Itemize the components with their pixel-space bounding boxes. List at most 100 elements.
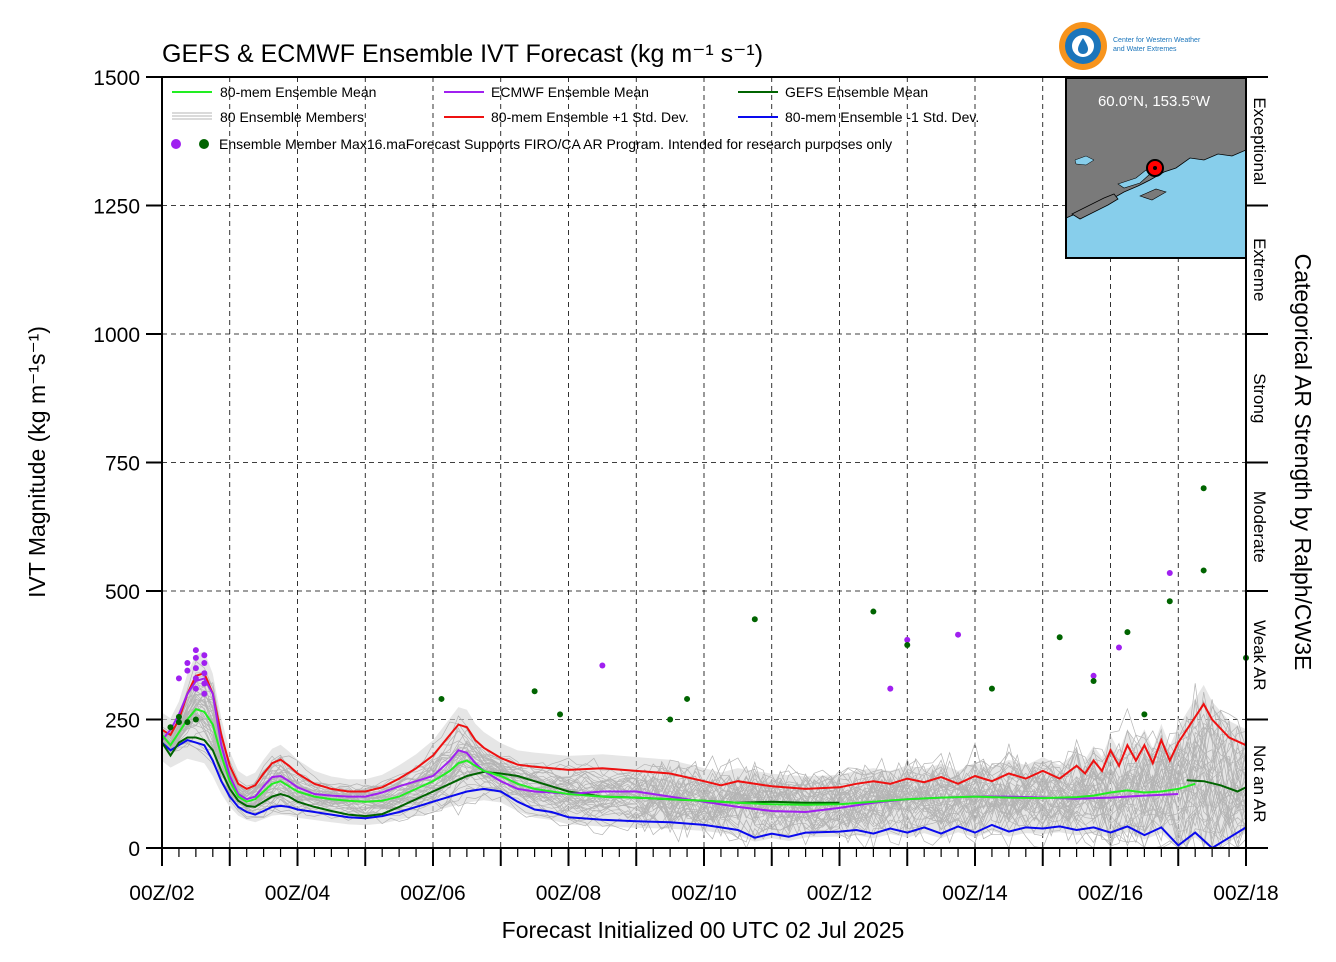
logo-text-line1: Center for Western Weather <box>1113 37 1201 44</box>
legend-gefs-max-dot <box>199 139 209 149</box>
gefs-max-point <box>1200 567 1207 574</box>
map-island <box>1139 188 1167 201</box>
ensemble-member-line <box>161 698 1247 850</box>
ecmwf-max-point <box>192 665 199 672</box>
ensemble-member-line <box>161 737 1247 849</box>
ensemble-members <box>161 660 1247 850</box>
ensemble-member-line <box>161 682 1247 817</box>
map-lake <box>1074 155 1095 166</box>
ar-category-label: Moderate <box>1250 491 1269 563</box>
ensemble-member-line <box>161 693 1247 842</box>
ensemble-member-line <box>161 682 1247 819</box>
gefs-max-point <box>684 695 691 702</box>
map-location-center <box>1153 166 1157 170</box>
legend-swatch-members <box>172 112 212 120</box>
gefs-max-point <box>751 616 758 623</box>
gefs-max-point <box>667 716 674 723</box>
map-inset: 60.0°N, 153.5°W <box>1065 77 1247 259</box>
gefs-max-point <box>175 713 182 720</box>
ar-category-label: Extreme <box>1250 238 1269 301</box>
ecmwf-max-point <box>201 680 208 687</box>
ecmwf-max-point <box>175 675 182 682</box>
logo-text-line2: and Water Extremes <box>1113 46 1177 53</box>
legend-label-minus-sd: 80-mem Ensemble -1 Std. Dev. <box>785 109 979 125</box>
x-tick-label: 00Z/04 <box>265 882 331 905</box>
gefs-max-point <box>870 608 877 615</box>
ecmwf-max-point <box>192 654 199 661</box>
legend-label-plus-sd: 80-mem Ensemble +1 Std. Dev. <box>491 109 689 125</box>
gefs-max-point <box>1166 598 1173 605</box>
legend-label-ecmwf: ECMWF Ensemble Mean <box>491 84 649 100</box>
series-line-80mem-mean <box>161 708 1196 806</box>
series-lines <box>161 671 1247 850</box>
legend: 80-mem Ensemble Mean 80 Ensemble Members… <box>171 84 979 152</box>
y-tick-label: 250 <box>105 710 140 733</box>
x-tick-label: 00Z/06 <box>400 882 465 905</box>
x-tick-label: 00Z/18 <box>1213 882 1278 905</box>
legend-ecmwf-max-dot <box>171 139 181 149</box>
ecmwf-max-point <box>201 652 208 659</box>
ecmwf-max-point <box>192 647 199 654</box>
ar-category-label: Exceptional <box>1250 97 1269 185</box>
ar-category-label: Not an AR <box>1250 745 1269 823</box>
ecmwf-max-point <box>201 670 208 677</box>
ecmwf-max-point <box>184 659 191 666</box>
y-tick-label: 750 <box>105 453 140 476</box>
y-tick-label: 0 <box>128 838 140 861</box>
map-peninsula <box>1071 193 1119 220</box>
gefs-max-point <box>192 716 199 723</box>
y-axis-label: IVT Magnitude (kg m⁻¹s⁻¹) <box>24 326 50 598</box>
map-coordinate-label: 60.0°N, 153.5°W <box>1098 93 1211 110</box>
gefs-max-point <box>175 719 182 726</box>
y-tick-label: 1250 <box>93 196 140 219</box>
ar-categories: Not an AR Weak AR Moderate Strong Extreme Exc… <box>1250 97 1269 822</box>
ecmwf-max-point <box>192 675 199 682</box>
ecmwf-max-point <box>192 685 199 692</box>
x-tick-label: 00Z/10 <box>671 882 736 905</box>
ar-category-label: Strong <box>1250 373 1269 423</box>
ecmwf-max-point <box>201 659 208 666</box>
legend-label-mean80: 80-mem Ensemble Mean <box>220 84 376 100</box>
ecmwf-max-point <box>201 690 208 697</box>
max-points <box>167 485 1249 731</box>
gefs-max-point <box>904 641 911 648</box>
ensemble-member-line <box>161 687 1247 812</box>
gefs-max-point <box>1141 711 1148 718</box>
right-axis-label: Categorical AR Strength by Ralph/CW3E <box>1290 254 1316 671</box>
ecmwf-max-point <box>1166 570 1173 577</box>
gefs-max-point <box>184 719 191 726</box>
gefs-max-point <box>167 724 174 731</box>
series-line-gefs-mean-late <box>1186 779 1247 793</box>
gefs-max-point <box>438 695 445 702</box>
ecmwf-max-point <box>184 667 191 674</box>
gefs-max-point <box>531 688 538 695</box>
gefs-max-point <box>1200 485 1207 492</box>
y-tick-label: 1500 <box>93 67 140 90</box>
x-tick-label: 00Z/16 <box>1078 882 1143 905</box>
map-frame <box>1065 77 1247 259</box>
ecmwf-max-point <box>1115 644 1122 651</box>
ecmwf-max-point <box>1090 672 1097 679</box>
gefs-max-point <box>988 685 995 692</box>
gefs-max-point <box>1056 634 1063 641</box>
ar-category-label: Weak AR <box>1250 620 1269 691</box>
ensemble-member-line <box>161 741 1247 849</box>
series-line-minus-sd <box>161 739 1247 850</box>
water-drop-icon <box>1078 38 1088 54</box>
ensemble-member-line <box>161 672 1247 816</box>
axes <box>146 76 1268 866</box>
x-tick-label: 00Z/12 <box>807 882 872 905</box>
x-tick-label: 00Z/02 <box>129 882 194 905</box>
legend-label-max: Ensemble Member Max16.maForecast Support… <box>219 136 892 152</box>
ensemble-member-line <box>161 714 1247 834</box>
x-tick-label: 00Z/14 <box>942 882 1008 905</box>
tick-labels: 00Z/02 00Z/04 00Z/06 00Z/08 00Z/10 00Z/12 00Z/… <box>93 67 1278 905</box>
y-tick-label: 500 <box>105 581 140 604</box>
x-tick-label: 00Z/08 <box>536 882 601 905</box>
ensemble-member-line <box>161 715 1247 824</box>
ecmwf-max-point <box>887 685 894 692</box>
series-line-plus-sd <box>161 671 1247 793</box>
ensemble-member-line <box>161 724 1247 841</box>
y-tick-label: 1000 <box>93 324 140 347</box>
